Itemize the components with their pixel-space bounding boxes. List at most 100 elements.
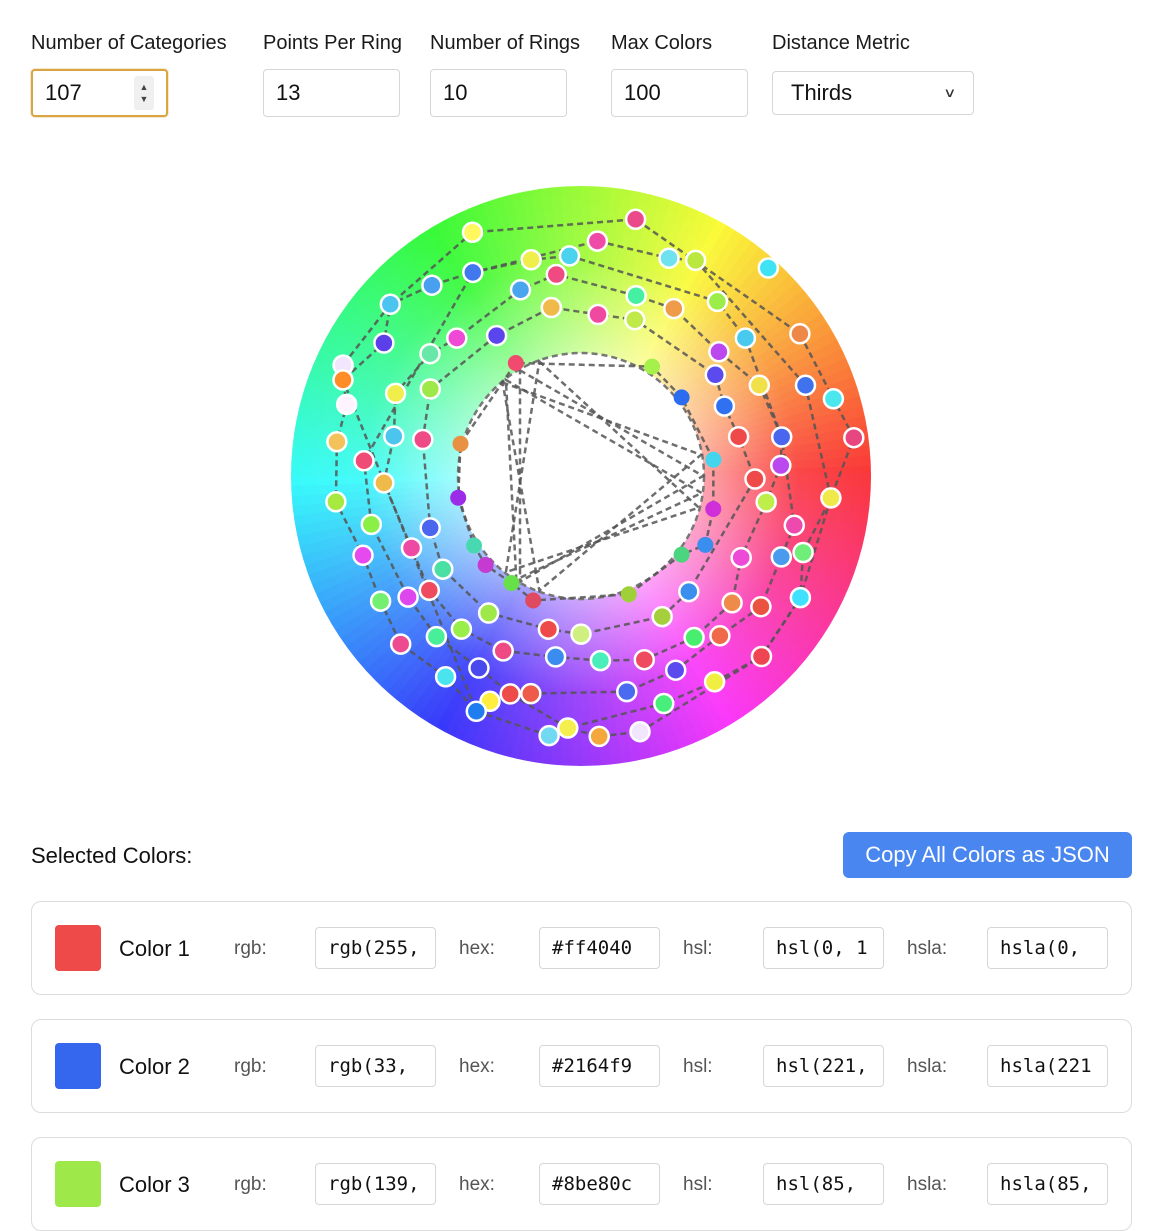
color-point[interactable] xyxy=(589,649,612,672)
color-point[interactable] xyxy=(706,290,729,313)
color-point[interactable] xyxy=(673,546,690,563)
color-point[interactable] xyxy=(450,489,467,506)
color-point[interactable] xyxy=(412,428,434,451)
color-point[interactable] xyxy=(352,544,374,567)
color-point[interactable] xyxy=(770,546,793,568)
color-point[interactable] xyxy=(332,369,354,391)
color-point[interactable] xyxy=(499,683,521,705)
color-point[interactable] xyxy=(713,395,736,417)
stepper-up-icon[interactable]: ▲ xyxy=(139,82,149,92)
color-point[interactable] xyxy=(525,592,542,609)
rings-input[interactable] xyxy=(430,69,567,117)
color-point[interactable] xyxy=(709,625,731,647)
color-point[interactable] xyxy=(558,245,581,267)
color-point[interactable] xyxy=(658,247,680,269)
hsla-field[interactable] xyxy=(987,927,1108,969)
color-point[interactable] xyxy=(383,425,405,447)
color-point[interactable] xyxy=(492,640,514,662)
hsl-field[interactable] xyxy=(763,1045,884,1087)
color-point[interactable] xyxy=(789,323,811,345)
color-point[interactable] xyxy=(503,575,520,591)
color-point[interactable] xyxy=(750,645,773,668)
color-point[interactable] xyxy=(466,537,482,554)
color-point[interactable] xyxy=(789,586,812,609)
color-point[interactable] xyxy=(734,327,757,349)
color-point[interactable] xyxy=(570,623,592,645)
hsla-field[interactable] xyxy=(987,1163,1108,1205)
color-point[interactable] xyxy=(820,487,842,509)
color-point[interactable] xyxy=(421,274,443,296)
color-point[interactable] xyxy=(335,393,358,416)
color-point[interactable] xyxy=(748,374,771,396)
color-point[interactable] xyxy=(485,324,508,347)
color-point[interactable] xyxy=(678,580,700,603)
hsl-field[interactable] xyxy=(763,1163,884,1205)
color-point[interactable] xyxy=(644,358,661,375)
color-point[interactable] xyxy=(684,249,707,272)
points-per-ring-input[interactable] xyxy=(263,69,400,117)
color-point[interactable] xyxy=(389,633,412,655)
rgb-field[interactable] xyxy=(315,1163,436,1205)
color-point[interactable] xyxy=(651,605,673,628)
copy-json-button[interactable]: Copy All Colors as JSON xyxy=(843,832,1132,878)
color-point[interactable] xyxy=(757,257,780,279)
color-point[interactable] xyxy=(822,388,845,410)
distance-metric-select[interactable]: Thirds ∨ xyxy=(772,71,974,115)
color-point[interactable] xyxy=(360,513,383,536)
color-point[interactable] xyxy=(373,472,395,494)
color-wheel[interactable] xyxy=(290,185,872,767)
color-point[interactable] xyxy=(540,296,563,319)
color-point[interactable] xyxy=(452,435,469,452)
color-point[interactable] xyxy=(446,327,468,349)
color-point[interactable] xyxy=(704,364,727,386)
color-point[interactable] xyxy=(325,491,347,513)
color-point[interactable] xyxy=(730,546,752,569)
color-point[interactable] xyxy=(477,602,500,624)
color-point[interactable] xyxy=(624,208,647,231)
color-point[interactable] xyxy=(425,625,448,648)
color-point[interactable] xyxy=(697,536,714,553)
color-point[interactable] xyxy=(326,430,348,453)
color-point[interactable] xyxy=(557,717,579,739)
categories-stepper[interactable]: ▲ ▼ xyxy=(134,76,154,110)
color-point[interactable] xyxy=(461,221,484,244)
color-point[interactable] xyxy=(783,514,806,537)
color-point[interactable] xyxy=(538,724,560,747)
color-point[interactable] xyxy=(586,230,609,252)
color-point[interactable] xyxy=(770,426,793,448)
color-point[interactable] xyxy=(373,332,395,354)
color-point[interactable] xyxy=(616,680,638,703)
color-point[interactable] xyxy=(434,666,457,688)
color-point[interactable] xyxy=(721,592,743,614)
color-point[interactable] xyxy=(462,261,484,284)
rgb-field[interactable] xyxy=(315,927,436,969)
color-point[interactable] xyxy=(588,725,610,748)
color-point[interactable] xyxy=(432,558,454,580)
color-point[interactable] xyxy=(419,378,442,400)
color-point[interactable] xyxy=(673,389,690,406)
hex-field[interactable] xyxy=(539,1163,660,1205)
color-point[interactable] xyxy=(663,297,685,320)
color-point[interactable] xyxy=(384,382,407,405)
color-point[interactable] xyxy=(843,426,865,449)
color-point[interactable] xyxy=(369,590,392,612)
color-point[interactable] xyxy=(468,657,490,679)
color-point[interactable] xyxy=(629,720,651,743)
color-point[interactable] xyxy=(683,626,705,649)
color-point[interactable] xyxy=(397,586,419,608)
hex-field[interactable] xyxy=(539,927,660,969)
color-point[interactable] xyxy=(400,537,423,559)
color-point[interactable] xyxy=(353,450,375,472)
color-point[interactable] xyxy=(664,659,687,681)
color-point[interactable] xyxy=(537,618,560,640)
color-point[interactable] xyxy=(544,646,567,668)
color-point[interactable] xyxy=(379,293,402,316)
color-point[interactable] xyxy=(507,355,524,371)
hex-field[interactable] xyxy=(539,1045,660,1087)
color-point[interactable] xyxy=(520,682,542,705)
color-point[interactable] xyxy=(620,586,637,603)
stepper-down-icon[interactable]: ▼ xyxy=(139,94,149,104)
color-point[interactable] xyxy=(587,303,609,326)
color-point[interactable] xyxy=(419,517,441,539)
color-swatch[interactable] xyxy=(55,925,101,971)
